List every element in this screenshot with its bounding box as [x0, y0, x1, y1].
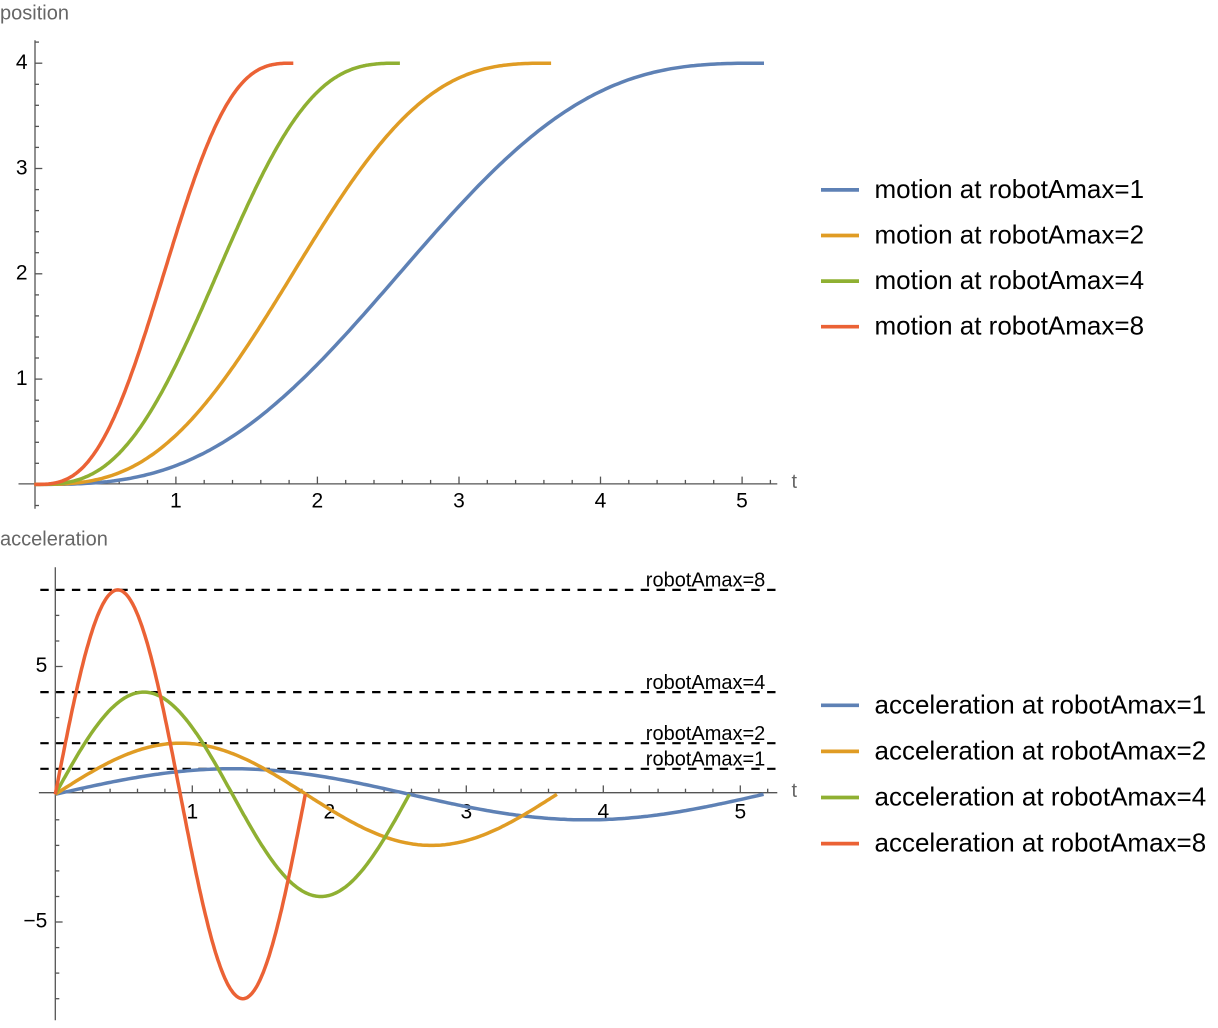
svg-text:2: 2 — [323, 801, 335, 824]
svg-text:t: t — [792, 780, 798, 802]
svg-text:2: 2 — [312, 490, 324, 513]
svg-text:1: 1 — [16, 367, 28, 390]
svg-text:robotAmax=1: robotAmax=1 — [646, 749, 766, 771]
svg-text:acceleration at robotAmax=1: acceleration at robotAmax=1 — [875, 689, 1207, 719]
svg-text:robotAmax=8: robotAmax=8 — [646, 570, 766, 592]
svg-text:1: 1 — [186, 801, 198, 824]
svg-text:motion at robotAmax=1: motion at robotAmax=1 — [875, 174, 1145, 204]
svg-text:3: 3 — [453, 490, 465, 513]
svg-text:4: 4 — [16, 51, 28, 74]
svg-text:acceleration: acceleration — [0, 529, 108, 551]
svg-text:motion at robotAmax=4: motion at robotAmax=4 — [875, 265, 1145, 295]
svg-text:robotAmax=2: robotAmax=2 — [646, 723, 766, 745]
svg-text:1: 1 — [170, 490, 182, 513]
svg-text:t: t — [792, 471, 798, 493]
svg-text:motion at robotAmax=2: motion at robotAmax=2 — [875, 220, 1145, 250]
svg-text:acceleration at robotAmax=2: acceleration at robotAmax=2 — [875, 735, 1207, 765]
svg-text:2: 2 — [16, 262, 28, 285]
svg-text:acceleration at robotAmax=8: acceleration at robotAmax=8 — [875, 828, 1207, 858]
svg-text:5: 5 — [736, 490, 748, 513]
svg-text:robotAmax=4: robotAmax=4 — [646, 672, 766, 694]
svg-text:3: 3 — [16, 156, 28, 179]
svg-text:5: 5 — [36, 654, 48, 677]
svg-text:motion at robotAmax=8: motion at robotAmax=8 — [875, 311, 1145, 341]
svg-text:−5: −5 — [23, 909, 47, 932]
svg-text:4: 4 — [595, 490, 607, 513]
svg-text:5: 5 — [734, 801, 746, 824]
svg-text:3: 3 — [460, 801, 472, 824]
svg-text:acceleration at robotAmax=4: acceleration at robotAmax=4 — [875, 782, 1207, 812]
svg-text:position: position — [0, 3, 69, 25]
